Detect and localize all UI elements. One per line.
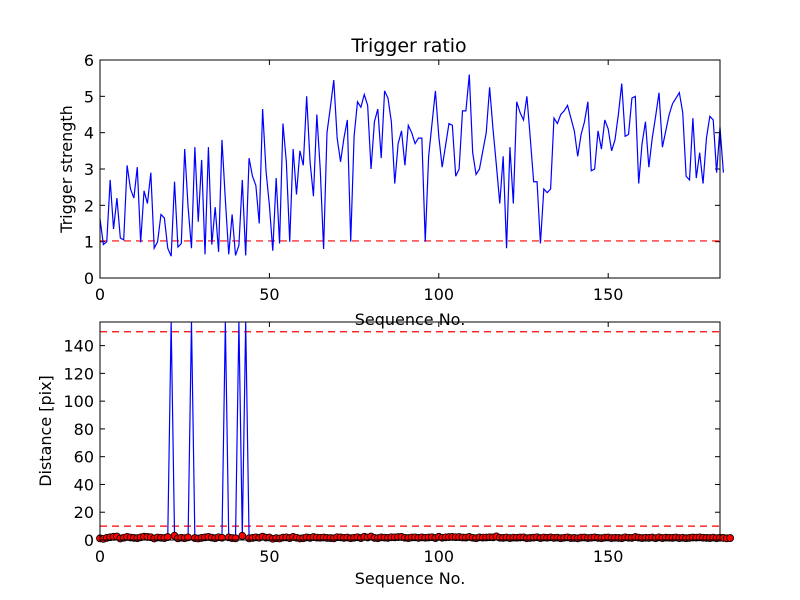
y-tick-label: 1	[84, 233, 94, 252]
y-tick-label: 4	[84, 124, 94, 143]
distance-threshold-lines	[100, 331, 720, 527]
distance-x-axis-label: Sequence No.	[355, 569, 466, 588]
trigger-ratio-y-axis-label: Trigger strength	[57, 105, 76, 234]
distance-plot: 0 50 100 150 0 20 40 60 80 100 120 140 Sequence No.…	[36, 321, 735, 588]
y-tick-label: 140	[63, 337, 94, 356]
x-tick-label: 100	[424, 547, 455, 566]
y-tick-label: 60	[74, 448, 94, 467]
distance-y-axis-label: Distance [pix]	[36, 375, 55, 487]
y-tick-label: 40	[74, 475, 94, 494]
distance-ticks: 0 50 100 150 0 20 40 60 80 100 120 140	[63, 322, 720, 566]
trigger-strength-series	[99, 74, 724, 257]
y-tick-label: 0	[84, 269, 94, 288]
data-point-marker	[726, 534, 735, 542]
chart-title: Trigger ratio	[350, 35, 466, 57]
y-tick-label: 2	[84, 196, 94, 215]
x-tick-label: 100	[424, 285, 455, 304]
trigger-ratio-plot: Trigger ratio 0 50 100 150 0 1 2 3 4 5 6 Sequence …	[57, 35, 724, 329]
distance-markers	[96, 531, 735, 543]
distance-series	[99, 321, 731, 540]
y-tick-label: 20	[74, 503, 94, 522]
trigger-ratio-x-axis-label: Sequence No.	[355, 310, 466, 329]
x-tick-label: 50	[259, 285, 279, 304]
y-tick-label: 5	[84, 87, 94, 106]
y-tick-label: 3	[84, 160, 94, 179]
y-tick-label: 100	[63, 392, 94, 411]
y-tick-label: 0	[84, 531, 94, 550]
trigger-ratio-ticks: 0 50 100 150 0 1 2 3 4 5 6	[84, 51, 720, 304]
distance-axes-frame	[99, 321, 721, 541]
x-tick-label: 0	[95, 547, 105, 566]
x-tick-label: 0	[95, 285, 105, 304]
x-tick-label: 50	[259, 547, 279, 566]
y-tick-label: 80	[74, 420, 94, 439]
y-tick-label: 6	[84, 51, 94, 70]
data-point-marker	[238, 531, 247, 540]
x-tick-label: 150	[593, 285, 624, 304]
y-tick-label: 120	[63, 364, 94, 383]
trigger-ratio-axes-frame	[99, 59, 721, 279]
data-point-marker	[231, 534, 240, 543]
x-tick-label: 150	[593, 547, 624, 566]
